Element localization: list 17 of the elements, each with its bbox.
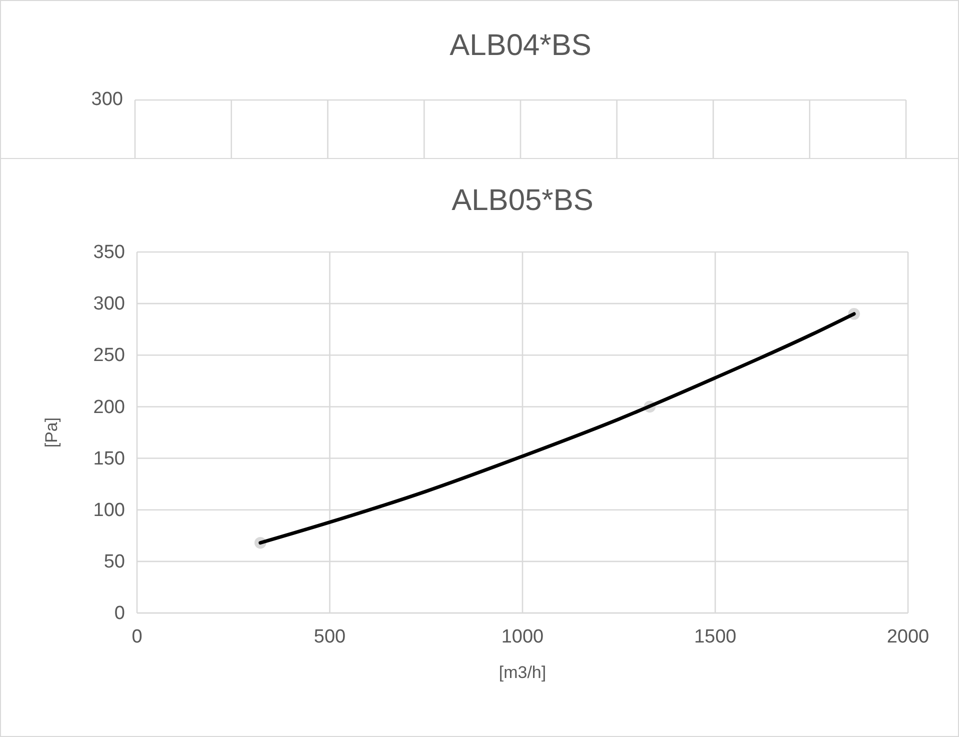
x-tick-label: 500 (314, 626, 346, 648)
x-tick-label: 1500 (694, 626, 736, 648)
y-tick-label: 0 (114, 603, 125, 624)
y-tick-label: 150 (93, 448, 125, 470)
y-tick-label: 200 (93, 396, 125, 418)
y-tick-label: 350 (93, 242, 125, 264)
y-tick-label: 100 (93, 500, 125, 521)
y-tick-label: 250 (93, 345, 125, 366)
chart-title: ALB05*BS (452, 184, 594, 217)
x-tick-label: 1000 (501, 626, 544, 648)
x-tick-label: 2000 (886, 626, 930, 648)
y-tick-label: 300 (93, 294, 125, 315)
x-axis-title: [m3/h] (498, 663, 546, 682)
y-tick-label: 50 (104, 552, 125, 573)
text: ALB04*BS (450, 28, 592, 62)
y-axis-title: [Pa] (42, 417, 61, 448)
x-tick-label: 0 (132, 626, 142, 648)
